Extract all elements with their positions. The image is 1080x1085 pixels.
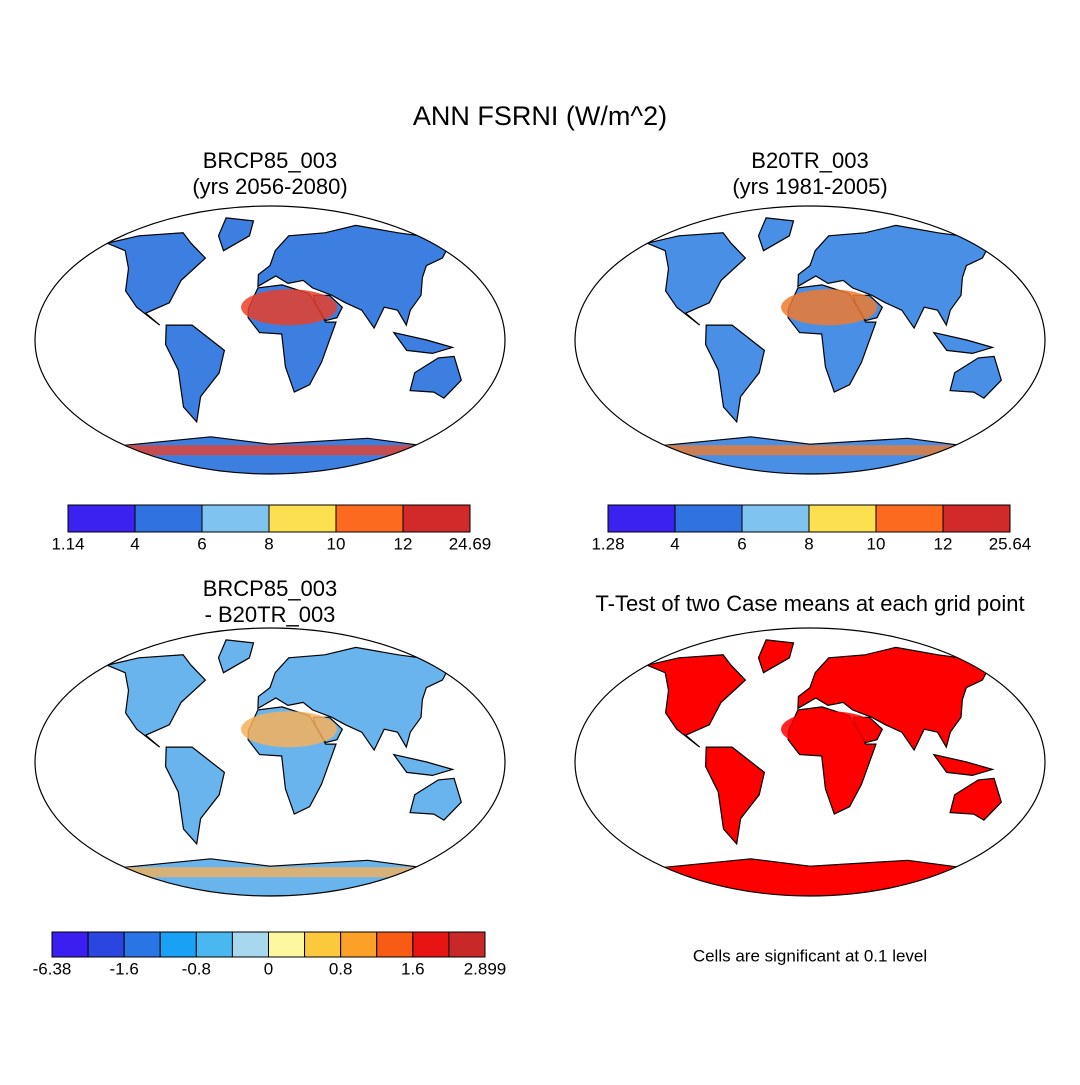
colorbar-box [741, 504, 810, 533]
land [257, 224, 449, 330]
figure-title: ANN FSRNI (W/m^2) [413, 101, 667, 131]
colorbar-label: 1.28 [591, 534, 624, 553]
colorbar-label: 10 [327, 534, 346, 553]
colorbar-box [67, 504, 136, 533]
land [932, 331, 995, 355]
colorbar-box [195, 931, 233, 958]
colorbar-label: 0.8 [329, 959, 353, 978]
land [704, 746, 766, 846]
colorbar-box [942, 504, 1011, 533]
colorbar-box [304, 931, 342, 958]
colorbar-label: 8 [264, 534, 273, 553]
map [35, 639, 505, 896]
colorbar-box [875, 504, 944, 533]
land [757, 639, 795, 674]
land [797, 646, 989, 752]
land [797, 224, 989, 330]
land [409, 355, 462, 399]
colorbar-label: 12 [394, 534, 413, 553]
colorbar-label: 0 [264, 959, 273, 978]
map-frame [34, 627, 506, 897]
colorbar-label: 6 [197, 534, 206, 553]
colorbar-box [201, 504, 270, 533]
map [575, 639, 1045, 896]
panel-title: BRCP85_003 [203, 148, 338, 173]
colorbar-box [87, 931, 125, 958]
land [257, 646, 449, 752]
panel-title: (yrs 2056-2080) [192, 174, 347, 199]
colorbar-label: 8 [804, 534, 813, 553]
land [392, 331, 455, 355]
colorbar-box [674, 504, 743, 533]
colorbar-label: 1.14 [51, 534, 84, 553]
land [164, 746, 226, 846]
colorbar-box [268, 931, 306, 958]
colorbar-box [268, 504, 337, 533]
land [105, 232, 207, 326]
land [704, 324, 766, 424]
colorbar-label: -0.8 [182, 959, 211, 978]
colorbar-box [123, 931, 161, 958]
colorbar-box [335, 504, 404, 533]
colorbar-box [402, 504, 471, 533]
colorbar-box [448, 931, 486, 958]
region [575, 445, 1045, 456]
region [781, 711, 878, 748]
region [35, 867, 505, 878]
region [575, 867, 1045, 878]
map-frame [574, 627, 1046, 897]
panel-title: BRCP85_003 [203, 576, 338, 601]
land [949, 777, 1002, 821]
colorbar-label: 4 [670, 534, 679, 553]
land [645, 654, 747, 748]
colorbar-box [231, 931, 270, 958]
colorbar-box [159, 931, 197, 958]
land [105, 654, 207, 748]
colorbar-label: 4 [130, 534, 139, 553]
colorbar-box [376, 931, 414, 958]
colorbar-box [51, 931, 89, 958]
land [164, 324, 226, 424]
panel-title: - B20TR_003 [205, 602, 336, 627]
colorbar-box [808, 504, 877, 533]
map-frame [574, 205, 1046, 475]
land [217, 639, 255, 674]
region [241, 711, 338, 748]
colorbar-label: 10 [867, 534, 886, 553]
region [241, 289, 338, 326]
colorbar-box [607, 504, 676, 533]
colorbar-box [134, 504, 203, 533]
panel-title: (yrs 1981-2005) [732, 174, 887, 199]
colorbar-label: -1.6 [110, 959, 139, 978]
land [757, 217, 795, 252]
land [645, 232, 747, 326]
colorbar-label: 24.69 [449, 534, 492, 553]
map-frame [34, 205, 506, 475]
region [35, 445, 505, 456]
colorbar-label: 1.6 [401, 959, 425, 978]
colorbar-label: -6.38 [33, 959, 72, 978]
colorbar-label: 6 [737, 534, 746, 553]
map [575, 217, 1045, 474]
colorbar-label: 2.899 [464, 959, 507, 978]
colorbar-label: 12 [934, 534, 953, 553]
land [217, 217, 255, 252]
panel-title: B20TR_003 [751, 148, 868, 173]
region [781, 289, 878, 326]
land [392, 753, 455, 777]
land [409, 777, 462, 821]
land [949, 355, 1002, 399]
panel-title: T-Test of two Case means at each grid po… [595, 591, 1024, 616]
map [35, 217, 505, 474]
colorbar-box [340, 931, 378, 958]
panel-note: Cells are significant at 0.1 level [693, 946, 927, 965]
land [932, 753, 995, 777]
colorbar-label: 25.64 [989, 534, 1032, 553]
colorbar-box [412, 931, 450, 958]
